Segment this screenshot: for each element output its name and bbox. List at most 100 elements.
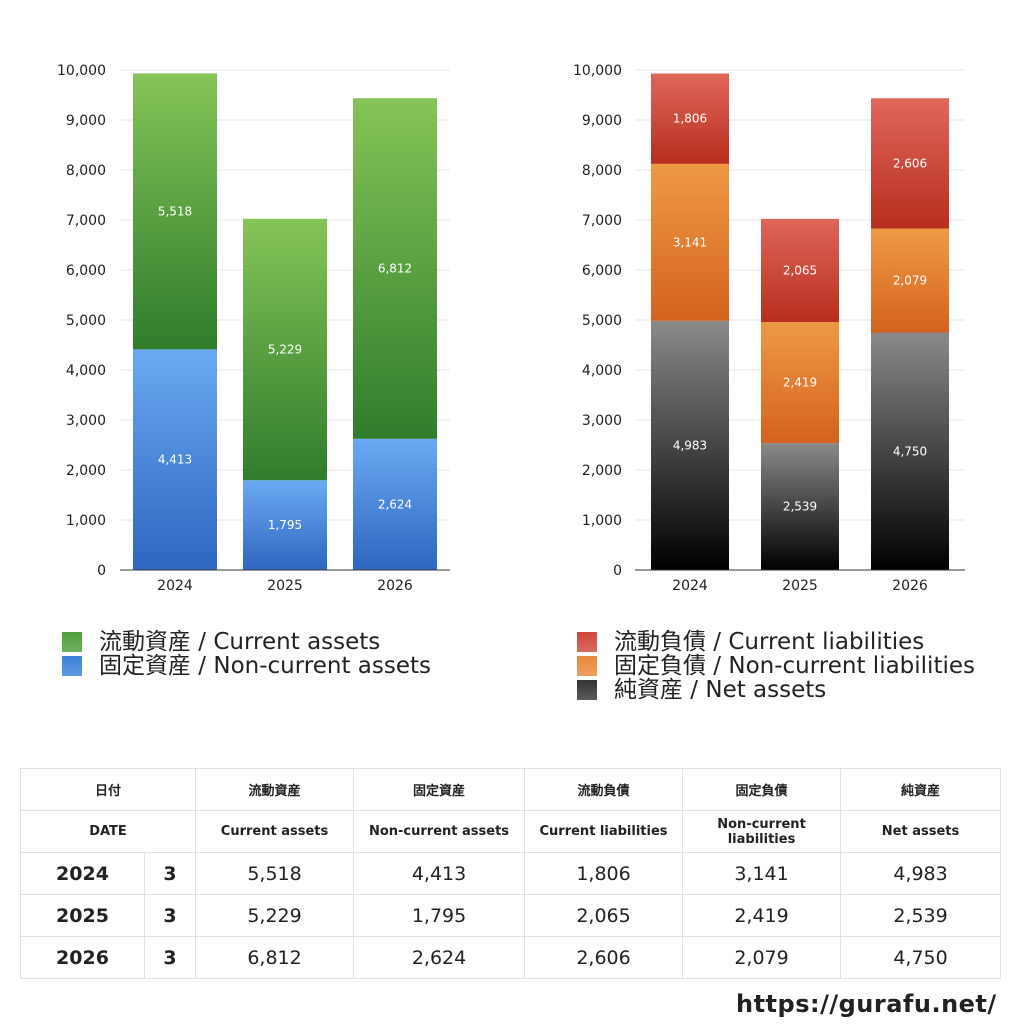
bar-segment (243, 218, 327, 481)
table-month-cell: 3 (143, 852, 197, 895)
data-label: 4,750 (893, 444, 927, 458)
data-label: 5,518 (158, 204, 192, 218)
bar-segment (353, 98, 437, 439)
legend-item: 固定資産 / Non-current assets (62, 654, 431, 678)
bar-segment (871, 98, 949, 229)
legend-label: 固定負債 / Non-current liabilities (614, 653, 975, 679)
header-current-liabilities-en: Current liabilities (524, 810, 684, 853)
y-tick-label: 1,000 (66, 513, 106, 529)
x-tick-label: 2026 (377, 578, 413, 594)
header-date-jp: 日付 (19, 768, 197, 811)
y-tick-label: 4,000 (66, 363, 106, 379)
table-value-cell: 2,606 (524, 936, 684, 979)
bar-segment (133, 73, 217, 350)
table-header-jp-row: 日付 流動資産 固定資産 流動負債 固定負債 純資産 (19, 768, 1002, 811)
bar-segment (651, 320, 729, 570)
bar-segment (651, 73, 729, 164)
table-month-cell: 3 (143, 894, 197, 937)
x-tick-label: 2025 (267, 578, 303, 594)
table-value-cell: 2,065 (524, 894, 684, 937)
bar-segment (761, 443, 839, 570)
bar-segment (871, 228, 949, 333)
y-tick-label: 9,000 (582, 113, 622, 129)
legend-swatch (577, 632, 597, 652)
table-value-cell: 2,624 (353, 936, 526, 979)
y-tick-label: 2,000 (582, 463, 622, 479)
bar-segment (761, 322, 839, 444)
bar-segment (133, 349, 217, 570)
site-url: https://gurafu.net/ (736, 990, 997, 1018)
table-year-cell: 2025 (20, 894, 145, 937)
y-tick-label: 0 (613, 563, 622, 579)
legend-item: 流動資産 / Current assets (62, 630, 431, 654)
table-value-cell: 3,141 (682, 852, 842, 895)
y-tick-label: 1,000 (582, 513, 622, 529)
legend-label: 流動負債 / Current liabilities (614, 629, 925, 655)
table-value-cell: 1,795 (353, 894, 526, 937)
legend-label: 流動資産 / Current assets (99, 629, 381, 655)
bar-segment (243, 480, 327, 570)
y-tick-label: 6,000 (66, 263, 106, 279)
table-value-cell: 5,518 (195, 852, 355, 895)
header-current-liabilities-jp: 流動負債 (524, 768, 684, 811)
data-label: 2,606 (893, 156, 927, 170)
y-tick-label: 3,000 (66, 413, 106, 429)
header-non-current-liabilities-jp: 固定負債 (682, 768, 842, 811)
y-tick-label: 10,000 (573, 63, 622, 79)
y-tick-label: 0 (97, 563, 106, 579)
y-tick-label: 7,000 (582, 213, 622, 229)
table-month-cell: 3 (143, 936, 197, 979)
table-value-cell: 2,539 (840, 894, 1002, 937)
y-tick-label: 5,000 (66, 313, 106, 329)
table-value-cell: 2,419 (682, 894, 842, 937)
chart-liabilities: 0 1,000 2,000 3,000 4,000 5,000 6,000 7,000 8,00… (573, 63, 965, 594)
bar-segment (353, 438, 437, 570)
data-label: 4,983 (673, 438, 707, 452)
bar-segment (871, 332, 949, 570)
y-tick-label: 7,000 (66, 213, 106, 229)
legend-swatch (577, 680, 597, 700)
x-tick-label: 2026 (892, 578, 928, 594)
legend-item: 純資産 / Net assets (577, 678, 975, 702)
x-tick-label: 2024 (672, 578, 708, 594)
legend-item: 固定負債 / Non-current liabilities (577, 654, 975, 678)
bar-segment (761, 218, 839, 323)
header-non-current-assets-jp: 固定資産 (353, 768, 526, 811)
y-tick-label: 8,000 (582, 163, 622, 179)
assets-legend: 流動資産 / Current assets 固定資産 / Non-current … (62, 630, 431, 678)
legend-swatch (62, 656, 82, 676)
y-tick-label: 4,000 (582, 363, 622, 379)
data-label: 1,806 (673, 112, 707, 126)
chart-assets: 0 1,000 2,000 3,000 4,000 5,000 6,000 7,000 8,00… (57, 63, 450, 594)
legend-label: 固定資産 / Non-current assets (99, 653, 432, 679)
legend-label: 純資産 / Net assets (614, 677, 827, 703)
legend-swatch (577, 656, 597, 676)
table-value-cell: 1,806 (524, 852, 684, 895)
header-current-assets-jp: 流動資産 (195, 768, 355, 811)
data-label: 1,795 (268, 518, 302, 532)
y-tick-label: 8,000 (66, 163, 106, 179)
x-tick-label: 2025 (782, 578, 818, 594)
legend-swatch (62, 632, 82, 652)
table-value-cell: 5,229 (195, 894, 355, 937)
liabilities-legend: 流動負債 / Current liabilities 固定負債 / Non-cur… (577, 630, 975, 702)
table-year-cell: 2024 (20, 852, 145, 895)
data-label: 6,812 (378, 262, 412, 276)
data-label: 2,539 (783, 500, 817, 514)
x-tick-label: 2024 (157, 578, 193, 594)
header-net-assets-jp: 純資産 (840, 768, 1002, 811)
table-header-en-row: DATE Current assets Non-current assets C… (19, 810, 1002, 853)
header-non-current-assets-en: Non-current assets (353, 810, 526, 853)
table-year-cell: 2026 (20, 936, 145, 979)
y-tick-label: 6,000 (582, 263, 622, 279)
balance-sheet-table: 日付 流動資産 固定資産 流動負債 固定負債 純資産 DATE Current … (19, 768, 1002, 979)
header-non-current-liabilities-en: Non-current liabilities (682, 810, 842, 853)
balance-sheet-charts: 0 1,000 2,000 3,000 4,000 5,000 6,000 7,000 8,00… (57, 63, 965, 594)
table-value-cell: 4,413 (353, 852, 526, 895)
y-tick-label: 5,000 (582, 313, 622, 329)
header-date-en: DATE (19, 810, 197, 853)
y-tick-label: 2,000 (66, 463, 106, 479)
table-value-cell: 2,079 (682, 936, 842, 979)
bar-segment (651, 163, 729, 321)
header-net-assets-en: Net assets (840, 810, 1002, 853)
